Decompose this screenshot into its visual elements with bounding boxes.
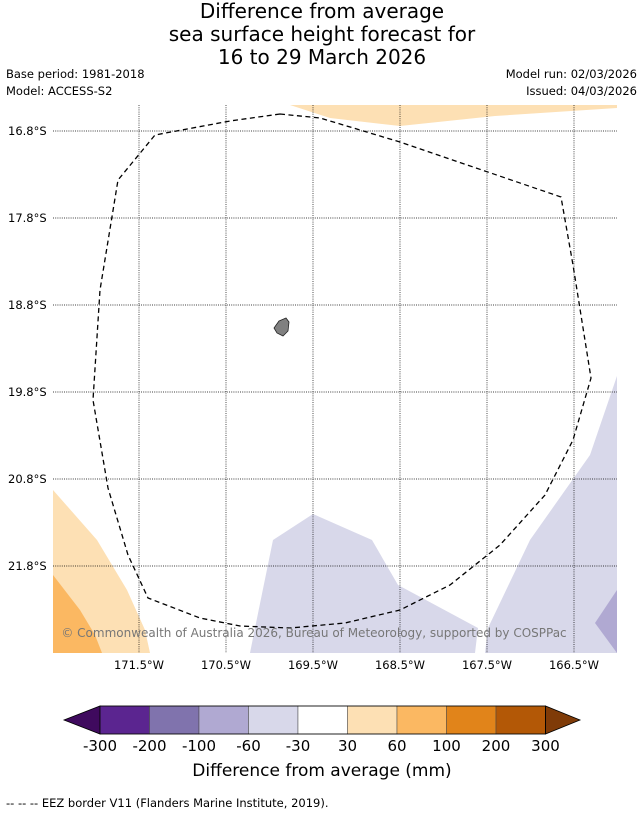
base-period: Base period: 1981-2018: [6, 67, 145, 81]
colorbar-labels: -300 -200 -100 -60 -30 30 60 100 200 300: [83, 737, 560, 755]
colorbar-outline: [99, 705, 546, 735]
colorbar-segment: [198, 705, 249, 735]
colorbar-segment: [99, 705, 150, 735]
anomaly-region-30-60-top: [290, 105, 617, 126]
lon-label-5: 167.5°W: [462, 658, 512, 672]
colorbar-tick-label: -100: [182, 737, 216, 755]
title-line-2: sea surface height forecast for: [168, 22, 476, 46]
eez-border: [92, 113, 592, 629]
colorbar: [62, 705, 582, 735]
colorbar-segment: [347, 705, 398, 735]
gridlines: [53, 105, 617, 653]
lat-label-3: 18.8°S: [8, 298, 47, 312]
issued-date: Issued: 04/03/2026: [526, 84, 637, 98]
anomaly-region-neg60-neg100-southeast: [595, 590, 617, 653]
lon-labels: 171.5°W 170.5°W 169.5°W 168.5°W 167.5°W …: [114, 658, 599, 672]
colorbar-tick-label: 60: [387, 737, 406, 755]
lon-label-1: 171.5°W: [114, 658, 164, 672]
colorbar-tick-label: -300: [83, 737, 117, 755]
colorbar-segment: [495, 705, 546, 735]
colorbar-segment: [248, 705, 299, 735]
lat-label-2: 17.8°S: [8, 211, 47, 225]
colorbar-tick-label: 100: [432, 737, 461, 755]
anomaly-region-neg30-neg60-southeast: [485, 376, 617, 653]
colorbar-tick-label: -200: [132, 737, 166, 755]
lat-label-5: 20.8°S: [8, 472, 47, 486]
footer-eez-note: -- -- -- EEZ border V11 (Flanders Marine…: [6, 796, 329, 810]
colorbar-tick-label: 300: [531, 737, 560, 755]
lon-label-2: 170.5°W: [201, 658, 251, 672]
lon-label-6: 166.5°W: [549, 658, 599, 672]
meta-right: Model run: 02/03/2026 Issued: 04/03/2026: [506, 66, 637, 100]
colorbar-tick-label: 200: [482, 737, 511, 755]
lat-label-4: 19.8°S: [8, 385, 47, 399]
colorbar-tick-label: -30: [286, 737, 311, 755]
island-land: [273, 317, 290, 337]
title-line-1: Difference from average: [199, 0, 445, 23]
chart-title: Difference from average sea surface heig…: [0, 0, 644, 69]
lat-label-1: 16.8°S: [8, 124, 47, 138]
colorbar-segment: [149, 705, 200, 735]
lat-labels: 16.8°S 17.8°S 18.8°S 19.8°S 20.8°S 21.8°…: [8, 124, 47, 573]
model-name: Model: ACCESS-S2: [6, 84, 113, 98]
lat-label-6: 21.8°S: [8, 559, 47, 573]
anomaly-region-60-100-southwest: [53, 575, 102, 653]
lon-label-4: 168.5°W: [375, 658, 425, 672]
title-line-3: 16 to 29 March 2026: [217, 45, 427, 69]
model-run: Model run: 02/03/2026: [505, 67, 637, 81]
colorbar-tick-label: 30: [338, 737, 357, 755]
colorbar-extend-high: [545, 705, 582, 735]
colorbar-title: Difference from average (mm): [192, 761, 452, 781]
colorbar-tick-label: -60: [236, 737, 261, 755]
meta-left: Base period: 1981-2018 Model: ACCESS-S2: [6, 66, 145, 100]
colorbar-segment: [297, 705, 348, 735]
colorbar-segment: [446, 705, 497, 735]
lon-label-3: 169.5°W: [288, 658, 338, 672]
copyright-notice: © Commonwealth of Australia 2026, Bureau…: [61, 626, 566, 640]
colorbar-segment: [396, 705, 447, 735]
colorbar-extend-low: [62, 705, 101, 735]
map-area: © Commonwealth of Australia 2026, Bureau…: [53, 105, 617, 653]
anomaly-region-neg30-neg60-south: [250, 514, 478, 653]
